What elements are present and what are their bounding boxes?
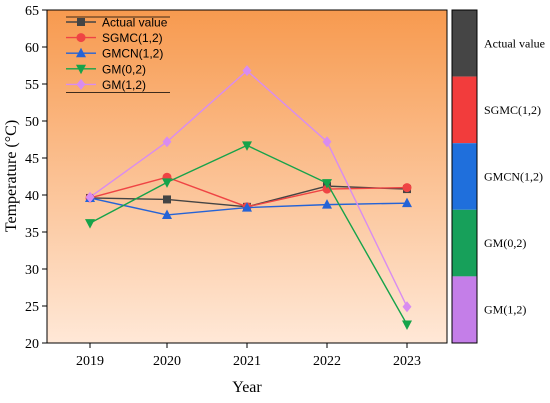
x-tick-label: 2020 bbox=[153, 354, 181, 369]
x-axis-title: Year bbox=[232, 379, 262, 396]
y-tick-label: 55 bbox=[25, 78, 39, 93]
data-point bbox=[163, 195, 171, 204]
legend-label: SGMC(1,2) bbox=[102, 31, 163, 45]
colorbar-segment bbox=[452, 209, 477, 277]
x-tick-label: 2022 bbox=[313, 354, 341, 369]
legend-marker bbox=[76, 64, 86, 75]
colorbar-frame bbox=[451, 9, 478, 344]
colorbar-label: GMCN(1,2) bbox=[484, 170, 543, 184]
data-point bbox=[162, 136, 172, 148]
data-point bbox=[402, 197, 412, 208]
data-point bbox=[85, 191, 95, 203]
x-tick-label: 2023 bbox=[393, 354, 421, 369]
colorbar-label: GM(1,2) bbox=[484, 303, 526, 317]
legend-marker bbox=[76, 33, 86, 43]
data-point bbox=[402, 320, 412, 330]
y-tick-label: 65 bbox=[25, 4, 39, 19]
y-tick-label: 20 bbox=[25, 337, 39, 352]
x-tick-label: 2019 bbox=[76, 354, 104, 369]
legend-marker bbox=[76, 47, 86, 58]
colorbar-segment bbox=[452, 276, 477, 343]
y-tick-label: 30 bbox=[25, 263, 39, 278]
legend-marker bbox=[76, 78, 86, 90]
colorbar: Actual value SGMC(1,2) GMCN(1,2) GM(0,2) GM(… bbox=[451, 9, 545, 344]
x-tick-label: 2021 bbox=[233, 354, 261, 369]
colorbar-label: Actual value bbox=[484, 36, 545, 50]
y-tick-label: 50 bbox=[25, 115, 39, 130]
y-tick-label: 35 bbox=[25, 226, 39, 241]
data-point bbox=[402, 301, 412, 313]
y-tick-label: 25 bbox=[25, 300, 39, 315]
data-point bbox=[85, 219, 95, 229]
y-tick-label: 40 bbox=[25, 189, 39, 204]
legend-label: Actual value bbox=[102, 16, 168, 30]
data-point bbox=[322, 136, 332, 148]
data-point bbox=[322, 199, 332, 209]
colorbar-segment bbox=[452, 10, 477, 77]
legend-marker bbox=[77, 18, 85, 26]
series-3 bbox=[85, 141, 412, 330]
colorbar-segment bbox=[452, 76, 477, 144]
data-point bbox=[322, 179, 332, 189]
colorbar-label: SGMC(1,2) bbox=[484, 103, 541, 117]
y-tick-label: 45 bbox=[25, 152, 39, 167]
data-point bbox=[242, 202, 252, 212]
y-tick-label: 60 bbox=[25, 41, 39, 56]
data-point bbox=[242, 141, 252, 151]
colorbar-segment bbox=[452, 143, 477, 210]
legend-label: GM(1,2) bbox=[102, 78, 146, 92]
legend-label: GM(0,2) bbox=[102, 62, 146, 76]
legend-label: GMCN(1,2) bbox=[102, 47, 163, 61]
series-4 bbox=[85, 65, 412, 313]
data-point bbox=[242, 65, 252, 77]
colorbar-label: GM(0,2) bbox=[484, 236, 526, 250]
data-point bbox=[402, 183, 412, 193]
data-point bbox=[162, 209, 172, 219]
data-point bbox=[162, 178, 172, 188]
y-axis-title: Temperature (°C) bbox=[3, 120, 20, 232]
